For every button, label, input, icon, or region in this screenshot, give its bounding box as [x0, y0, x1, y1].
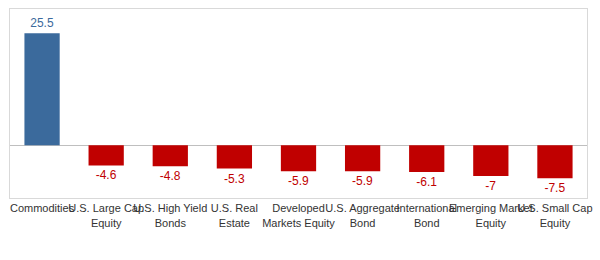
svg-text:-4.8: -4.8: [160, 169, 181, 183]
svg-text:U.S. High YieldBonds: U.S. High YieldBonds: [133, 202, 207, 228]
svg-text:-7: -7: [485, 179, 496, 193]
svg-text:-4.6: -4.6: [96, 168, 117, 182]
svg-text:U.S. Large CapEquity: U.S. Large CapEquity: [68, 202, 144, 228]
svg-text:U.S. RealEstate: U.S. RealEstate: [211, 202, 258, 228]
svg-text:-7.5: -7.5: [544, 181, 565, 195]
svg-text:-5.9: -5.9: [288, 174, 309, 188]
svg-text:U.S. Small CapEquity: U.S. Small CapEquity: [517, 202, 592, 228]
svg-text:U.S. AggregateBond: U.S. AggregateBond: [325, 202, 400, 228]
svg-text:Emerging MarketEquity: Emerging MarketEquity: [449, 202, 533, 228]
svg-text:-5.9: -5.9: [352, 174, 373, 188]
svg-text:25.5: 25.5: [30, 16, 54, 30]
svg-text:-5.3: -5.3: [224, 172, 245, 186]
svg-text:InternationalBond: InternationalBond: [396, 202, 457, 228]
svg-text:Commodities: Commodities: [10, 202, 75, 214]
svg-text:-6.1: -6.1: [416, 175, 437, 189]
svg-text:DevelopedMarkets Equity: DevelopedMarkets Equity: [262, 202, 335, 228]
